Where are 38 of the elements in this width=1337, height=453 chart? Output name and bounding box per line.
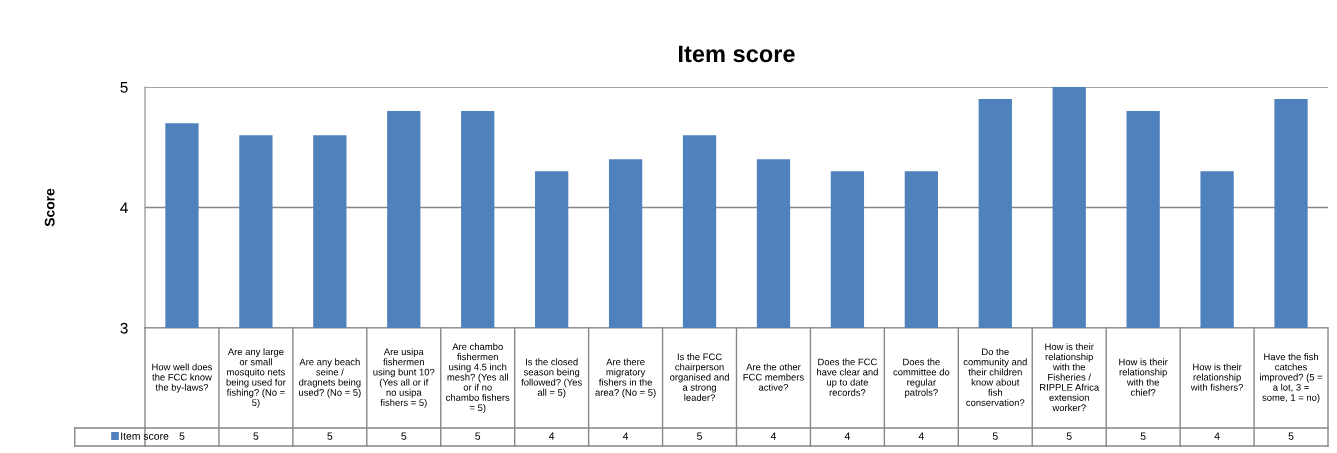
data-label: 5 xyxy=(992,432,998,440)
data-label: 4 xyxy=(1214,432,1220,440)
data-label: 5 xyxy=(475,432,481,440)
data-label: 4 xyxy=(549,432,555,440)
x-tick-label: Is the FCC chairperson organised and a strong leader? xyxy=(670,353,729,401)
x-tick-label: How is their relationship with the chief? xyxy=(1119,358,1168,396)
x-tick-label: Have the fish catches improved? (5 = a lot, 3 = some, 1 = no) xyxy=(1260,353,1323,403)
x-tick-label: Is the closed season being followed? (Yes all = 5) xyxy=(521,358,582,398)
data-label: 5 xyxy=(401,432,407,440)
x-tick-label: How well does the FCC know the by-laws? xyxy=(152,363,213,393)
x-tick-label: Do the community and their children know about fish conservation? xyxy=(963,348,1027,406)
chart-title: Item score xyxy=(679,45,795,63)
x-tick-label: Are the other FCC members active? xyxy=(743,363,804,391)
data-label: 5 xyxy=(697,432,702,440)
data-label: 5 xyxy=(1066,432,1072,440)
x-tick-label: Are any large or small mosquito nets being used for fishing? (No = 5) xyxy=(226,348,286,408)
x-tick-label: Does the committee do regular patrols? xyxy=(893,358,950,398)
data-label: 5 xyxy=(327,432,333,440)
y-tick-label: 3 xyxy=(120,322,128,334)
legend-label: Item score xyxy=(121,432,169,440)
y-axis-title: Score xyxy=(44,188,55,227)
data-label: 5 xyxy=(179,432,185,440)
data-label: 4 xyxy=(918,432,924,440)
x-tick-label: Does the FCC have clear and up to date records? xyxy=(817,358,878,396)
data-label: 5 xyxy=(253,432,259,440)
y-tick-label: 4 xyxy=(120,202,128,214)
x-tick-label: How is their relationship with the Fisheries / RIPPLE Africa extension worker? xyxy=(1040,343,1100,412)
data-label: 4 xyxy=(844,432,850,440)
data-label: 4 xyxy=(622,432,629,440)
x-tick-label: Are any beach seine / dragnets being used? (No = 5) xyxy=(299,358,361,398)
x-tick-label: Are chambo fishermen using 4.5 inch mesh? (Yes all or if no chambo fishers = 5) xyxy=(446,343,510,413)
x-tick-label: Are there migratory fishers in the area? (No = 5) xyxy=(595,358,656,398)
x-tick-label: Are usipa fishermen using bunt 10? (Yes all or if no usipa fishers = 5) xyxy=(373,348,435,408)
y-tick-label: 5 xyxy=(120,82,128,93)
data-label: 5 xyxy=(1140,432,1146,440)
x-tick-label: How is their relationship with fishers? xyxy=(1190,363,1243,391)
data-label: 4 xyxy=(770,432,777,440)
data-label: 5 xyxy=(1288,432,1294,440)
